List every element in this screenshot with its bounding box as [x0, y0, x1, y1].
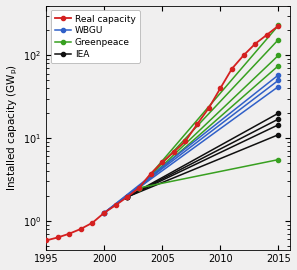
Real capacity: [277, 24, 280, 27]
Legend: Real capacity, WBGU, Greenpeace, IEA: Real capacity, WBGU, Greenpeace, IEA: [50, 10, 140, 63]
Real capacity: [230, 67, 234, 70]
Real capacity: [44, 239, 48, 242]
Real capacity: [172, 150, 176, 154]
Real capacity: [160, 161, 164, 164]
Real capacity: [137, 186, 141, 190]
Y-axis label: Installed capacity (GW$_\mathrm{p}$): Installed capacity (GW$_\mathrm{p}$): [6, 64, 20, 191]
Real capacity: [195, 123, 199, 126]
Line: Real capacity: Real capacity: [44, 24, 280, 242]
Real capacity: [149, 172, 152, 176]
Real capacity: [184, 140, 187, 143]
Real capacity: [79, 227, 83, 231]
Real capacity: [253, 42, 257, 45]
Real capacity: [114, 204, 118, 207]
Real capacity: [67, 232, 71, 235]
Real capacity: [265, 33, 268, 36]
Real capacity: [126, 195, 129, 198]
Real capacity: [102, 211, 106, 214]
Real capacity: [219, 87, 222, 90]
Real capacity: [207, 107, 211, 110]
Real capacity: [91, 221, 94, 224]
Real capacity: [242, 54, 245, 57]
Real capacity: [56, 236, 59, 239]
